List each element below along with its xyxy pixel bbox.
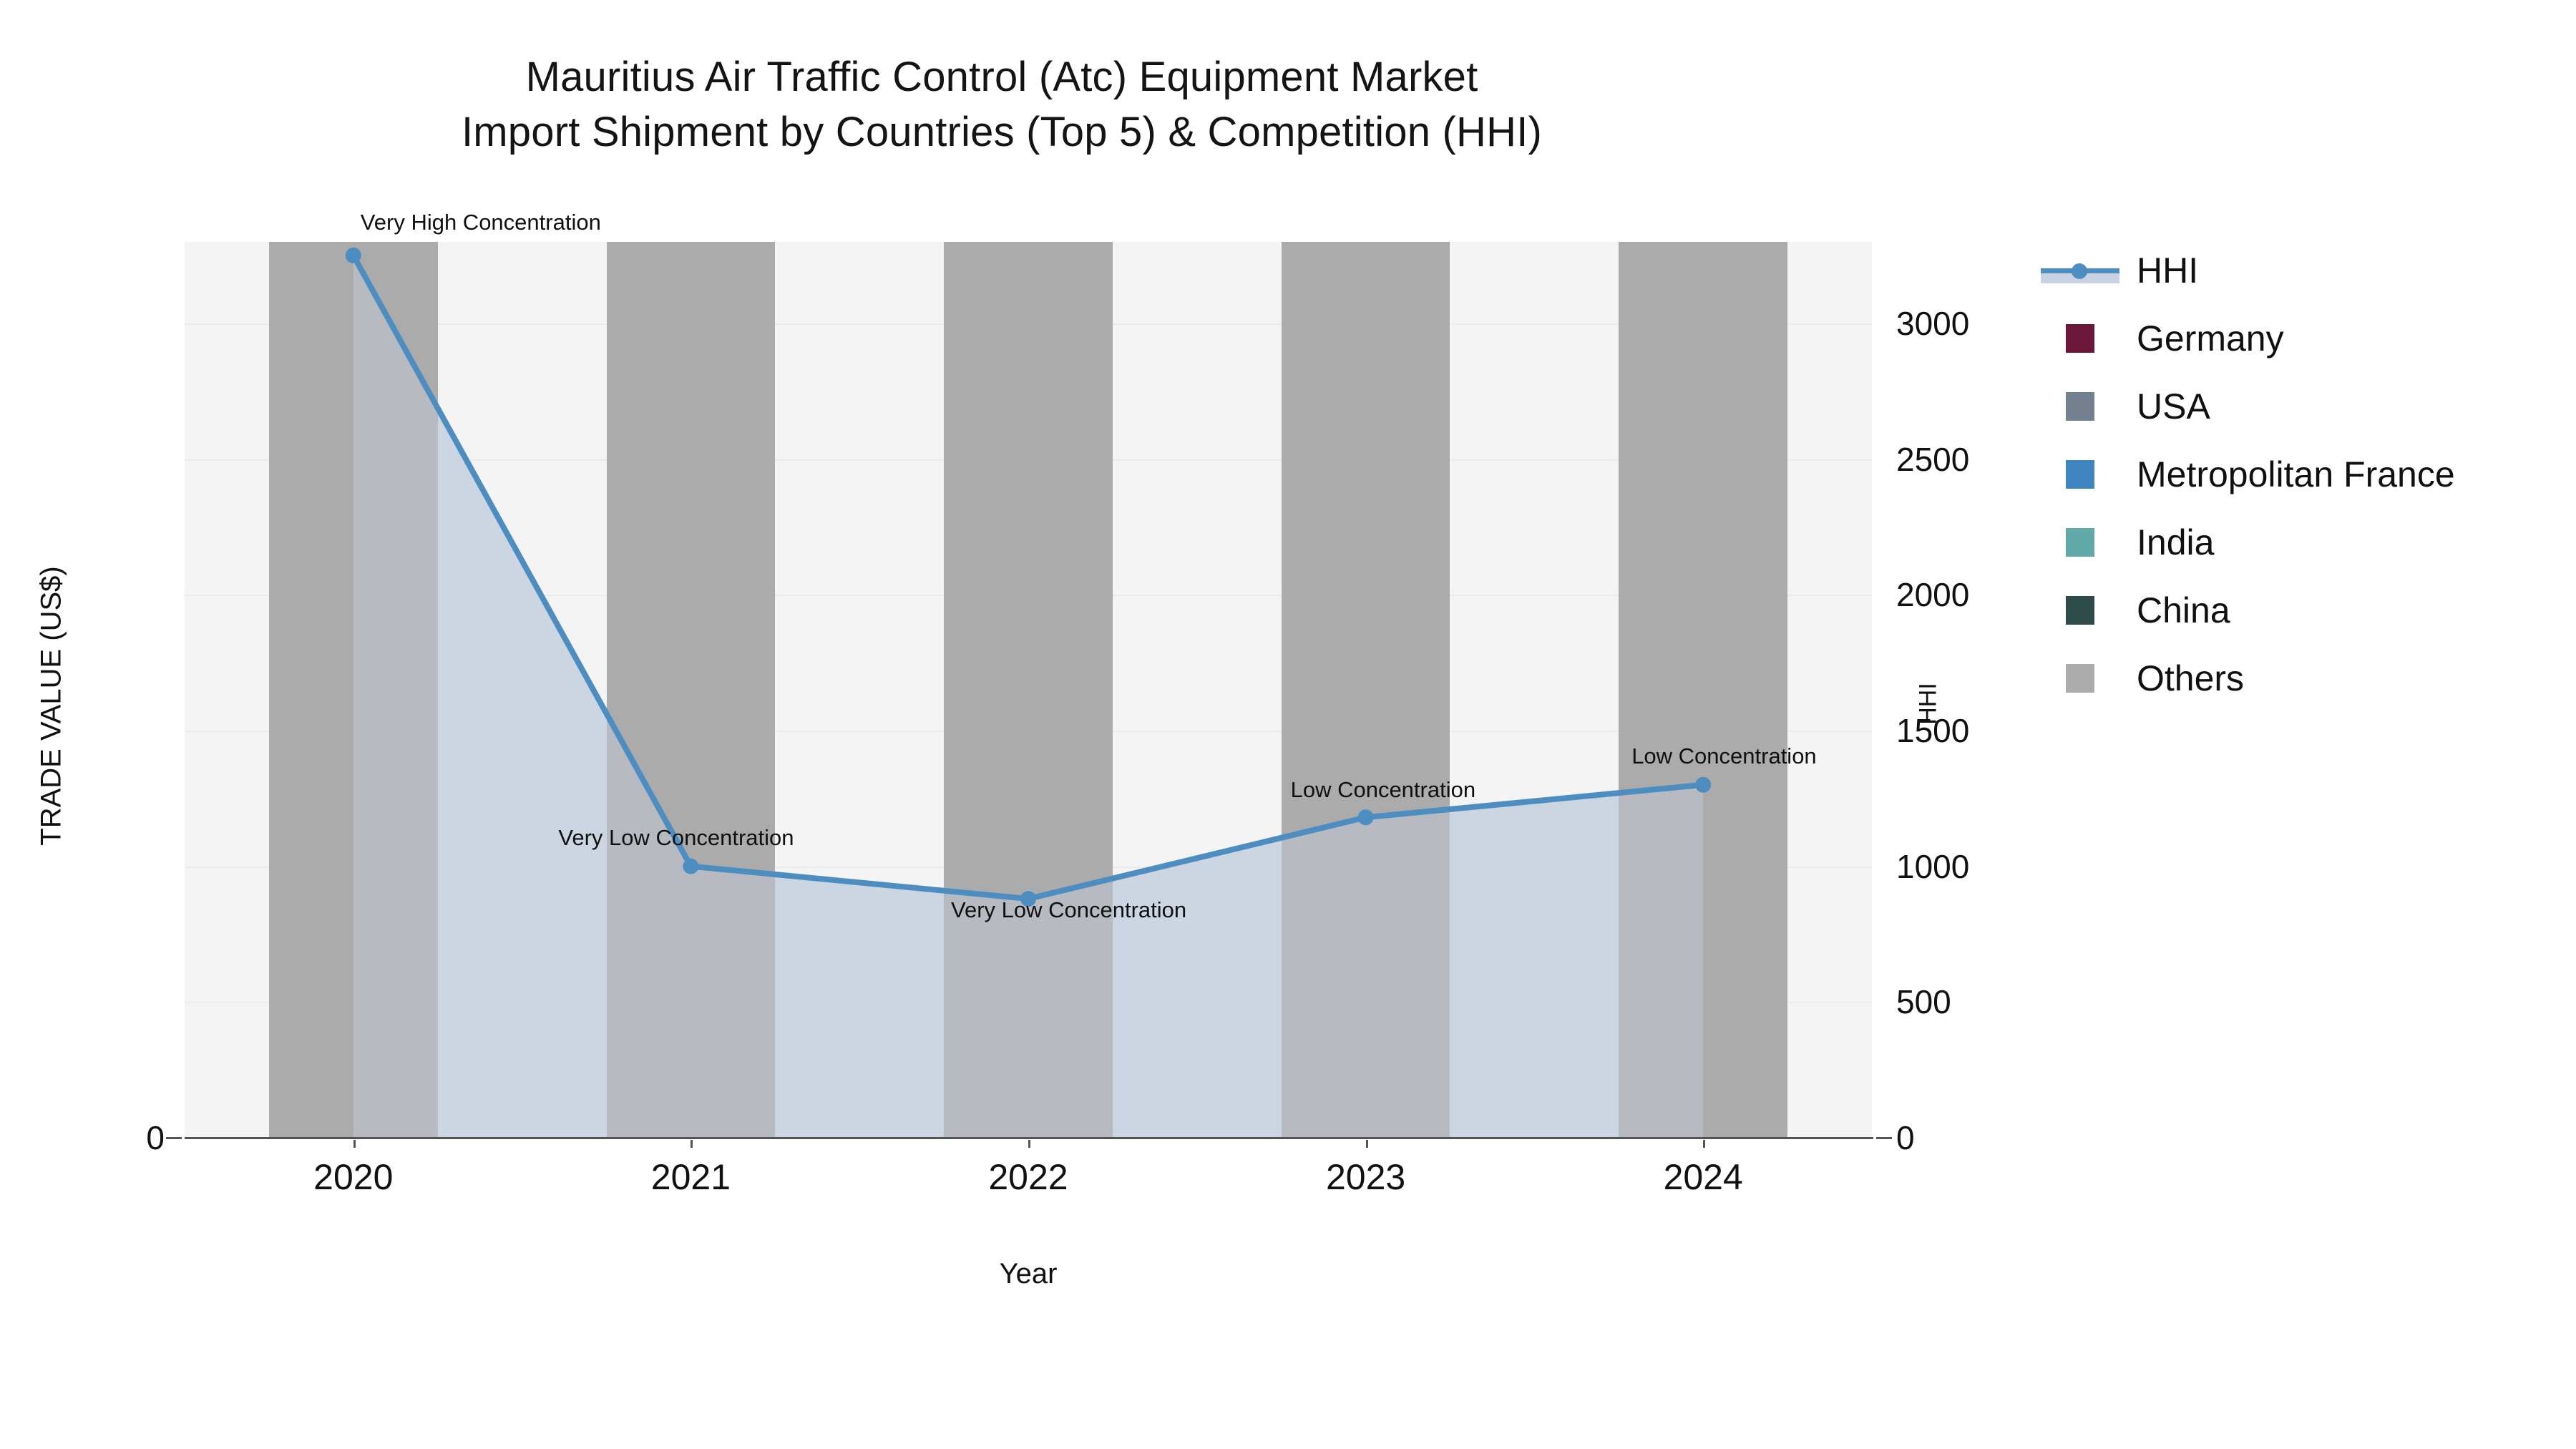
y-axis-title-left: TRADE VALUE (US$) [35,566,67,846]
hhi-data-point[interactable] [683,858,699,874]
legend-line-dot [2072,263,2087,279]
chart-title-line-2: Import Shipment by Countries (Top 5) & C… [461,108,1543,155]
plot-area: Very High Concentration Very Low Concentr… [185,210,1872,1138]
y-axis-tick-right: 2000 [1896,576,1970,614]
bar-segment[interactable] [606,242,776,1138]
legend-item-germany[interactable]: Germany [2041,304,2556,372]
x-axis-title: Year [999,1258,1058,1289]
x-axis-tick-mark [1365,1140,1368,1148]
y-axis-title-right: HHI [1914,683,1942,725]
hhi-point-annotation: Very Low Concentration [558,824,794,850]
legend-item-usa[interactable]: USA [2041,372,2556,440]
legend-color-swatch [2066,663,2094,693]
x-axis-tick: 2021 [650,1157,731,1197]
hhi-line-layer [345,247,1712,1138]
hhi-point-annotation: Low Concentration [1290,777,1476,803]
legend-item-india[interactable]: India [2041,508,2556,576]
hhi-data-point[interactable] [1695,776,1712,793]
x-axis-tick: 2023 [1325,1157,1406,1197]
y-axis-tick-right: 3000 [1896,304,1970,342]
legend-item-label: Germany [2137,318,2284,358]
y-axis-tick-right: 2500 [1896,440,1970,478]
legend-item-label: China [2137,590,2230,630]
chart-title-line-1: Mauritius Air Traffic Control (Atc) Equi… [525,54,1478,100]
hhi-data-point[interactable] [345,247,361,263]
y-axis-tick-left: 0 [146,1119,165,1156]
legend-item-label: Others [2137,658,2245,698]
legend-color-swatch [2066,595,2094,625]
y-axis-tick-right: 1000 [1896,847,1970,885]
hhi-data-point[interactable] [1357,809,1374,826]
legend-item-china[interactable]: China [2041,576,2556,644]
y-axis-tick-right: 500 [1896,983,1951,1021]
bar-segment[interactable] [1619,242,1788,1138]
legend-item-label: Metropolitan France [2137,454,2455,494]
x-axis-tick-mark [1703,1140,1706,1148]
x-axis-tick: 2020 [313,1157,394,1197]
bar-group[interactable] [1281,242,1450,1138]
legend-line-marker-icon [2041,256,2119,285]
bar-segment[interactable] [944,242,1113,1138]
bar-group[interactable] [944,242,1113,1138]
legend-item-metropolitan-france[interactable]: Metropolitan France [2041,440,2556,508]
plot-inner [185,242,1872,1138]
legend-item-hhi[interactable]: HHI [2041,236,2556,304]
legend-color-swatch [2066,527,2094,557]
bar-group[interactable] [1619,242,1788,1138]
legend-item-others[interactable]: Others [2041,644,2556,712]
bar-segment[interactable] [268,242,438,1138]
x-axis-tick-mark [353,1140,356,1148]
legend-color-swatch [2066,391,2094,421]
legend-item-label: HHI [2137,250,2199,291]
bar-segment[interactable] [1281,242,1450,1138]
legend-color-swatch [2066,323,2094,353]
hhi-point-annotation: Very High Concentration [360,209,601,235]
x-axis-line [185,1137,1873,1139]
y-axis-left-end-tick [166,1137,182,1139]
chart-title: Mauritius Air Traffic Control (Atc) Equi… [0,50,2004,160]
bar-group[interactable] [606,242,776,1138]
hhi-point-annotation: Very Low Concentration [951,897,1187,923]
x-axis-tick-mark [691,1140,693,1148]
legend-item-label: India [2137,522,2215,562]
hhi-data-point[interactable] [1020,891,1036,907]
chart-legend: HHI Germany USA Metropolitan France India Chi… [2041,236,2556,712]
x-axis-tick-mark [1028,1140,1030,1148]
bar-group[interactable] [268,242,438,1138]
hhi-point-annotation: Low Concentration [1631,743,1817,769]
legend-color-swatch [2066,459,2094,489]
y-axis-right-end-tick [1876,1137,1892,1139]
y-axis-tick-right: 0 [1896,1119,1915,1156]
x-axis-tick: 2024 [1663,1157,1743,1197]
hhi-area-overlay [353,255,1704,1138]
legend-item-label: USA [2137,386,2210,426]
x-axis-tick: 2022 [988,1157,1068,1197]
y-axis-tick-right: 1500 [1896,711,1970,749]
